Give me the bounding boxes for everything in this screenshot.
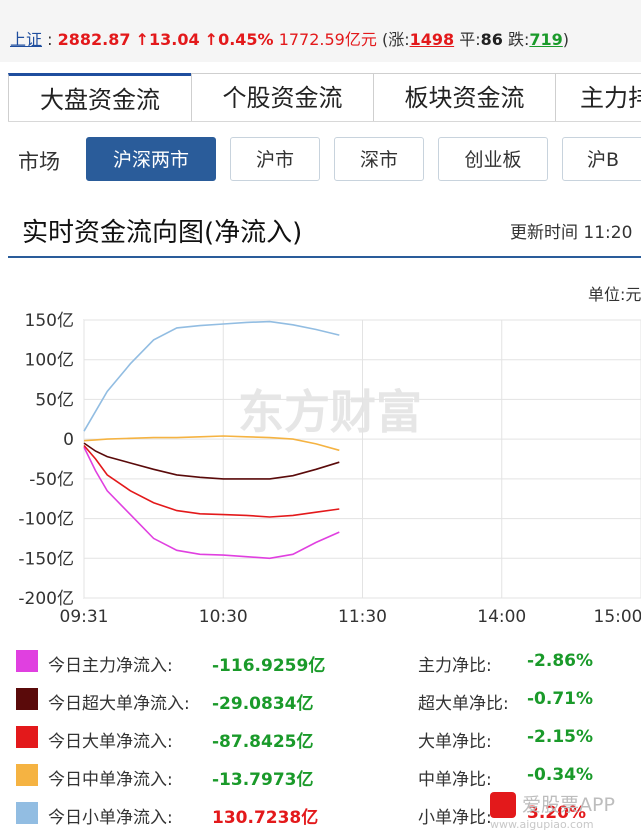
market-option-chinext[interactable]: 创业板 xyxy=(438,137,548,181)
legend-ratio-value: -2.15% xyxy=(527,727,594,747)
y-tick-label: -200亿 xyxy=(18,589,74,609)
down-label: 跌: xyxy=(507,30,530,49)
x-tick-label: 11:30 xyxy=(338,607,387,627)
legend-value: -29.0834亿 xyxy=(212,694,314,714)
legend-label: 今日大单净流入: xyxy=(48,732,173,752)
legend-swatch xyxy=(16,726,38,748)
legend-row: 今日主力净流入: -116.9259亿 主力净比: -2.86% xyxy=(0,646,641,676)
legend-row: 今日大单净流入: -87.8425亿 大单净比: -2.15% xyxy=(0,722,641,752)
tab-stock-flow[interactable]: 个股资金流 xyxy=(191,73,374,121)
y-tick-label: 50亿 xyxy=(35,390,74,410)
chart-grid xyxy=(83,319,641,599)
x-axis: 09:31 10:30 11:30 14:00 15:00 xyxy=(60,607,641,627)
tab-sector-flow[interactable]: 板块资金流 xyxy=(373,73,556,121)
y-tick-label: -150亿 xyxy=(18,549,74,569)
legend-ratio-label: 超大单净比: xyxy=(418,694,509,714)
market-label: 市场 xyxy=(18,150,60,174)
series-line-0 xyxy=(83,446,340,560)
app-watermark: 爱股票APP www.aigupiao.com xyxy=(490,790,641,833)
legend-value: -87.8425亿 xyxy=(212,732,314,752)
index-turnover: 1772.59亿元 xyxy=(278,30,377,49)
ticker-close-paren: ) xyxy=(562,30,570,49)
legend-label: 今日主力净流入: xyxy=(48,656,173,676)
ticker-line: 上证 : 2882.87 ↑13.04 ↑0.45% 1772.59亿元 (涨:… xyxy=(10,26,569,50)
x-tick-label: 14:00 xyxy=(477,607,526,627)
x-tick-label: 10:30 xyxy=(199,607,248,627)
update-label: 更新时间 xyxy=(510,223,578,243)
legend-swatch xyxy=(16,802,38,824)
legend-ratio-value: 3.20% xyxy=(527,803,586,823)
x-tick-label: 09:31 xyxy=(60,607,109,627)
legend-ratio-value: -0.34% xyxy=(527,765,594,785)
legend-row: 今日中单净流入: -13.7973亿 中单净比: -0.34% xyxy=(0,760,641,790)
index-change: ↑13.04 xyxy=(135,30,200,49)
update-time: 更新时间 11:20 xyxy=(510,218,632,243)
legend-ratio-label: 大单净比: xyxy=(418,732,492,752)
y-tick-label: -50亿 xyxy=(29,470,74,490)
legend-value: -116.9259亿 xyxy=(212,656,326,676)
legend-label: 今日小单净流入: xyxy=(48,808,173,828)
legend-ratio-label: 中单净比: xyxy=(418,770,492,790)
y-tick-label: 0 xyxy=(63,430,74,450)
legend-ratio-label: 主力净比: xyxy=(418,656,492,676)
index-change-pct: ↑0.45% xyxy=(204,30,274,49)
x-tick-label: 15:00 xyxy=(594,607,641,627)
legend-ratio-value: -0.71% xyxy=(527,689,594,709)
legend-ratio-label: 小单净比: xyxy=(418,808,492,828)
legend-row: 今日超大单净流入: -29.0834亿 超大单净比: -0.71% xyxy=(0,684,641,714)
index-name-link[interactable]: 上证 xyxy=(10,30,43,49)
flat-label: 平: xyxy=(459,30,481,49)
legend-value: 130.7238亿 xyxy=(212,808,319,828)
legend-swatch xyxy=(16,688,38,710)
main-tabs: 大盘资金流 个股资金流 板块资金流 主力排 xyxy=(8,73,641,122)
section-divider xyxy=(8,256,641,258)
up-count-link[interactable]: 1498 xyxy=(409,30,455,49)
index-price: 2882.87 xyxy=(57,30,131,49)
legend-ratio-value: -2.86% xyxy=(527,651,594,671)
market-option-shb[interactable]: 沪B xyxy=(562,137,641,181)
legend-label: 今日中单净流入: xyxy=(48,770,173,790)
series-line-1 xyxy=(83,442,340,480)
watermark-logo: 东方财富 xyxy=(238,385,422,439)
unit-label: 单位:元 xyxy=(588,285,641,304)
market-option-sz[interactable]: 深市 xyxy=(334,137,424,181)
legend-swatch xyxy=(16,764,38,786)
ticker-colon: : xyxy=(47,30,53,49)
market-option-all[interactable]: 沪深两市 xyxy=(86,137,216,181)
up-label: (涨: xyxy=(381,30,410,49)
y-axis: 150亿 100亿 50亿 0 -50亿 -100亿 -150亿 -200亿 xyxy=(18,311,74,609)
update-value: 11:20 xyxy=(583,223,633,243)
y-tick-label: 150亿 xyxy=(25,311,74,331)
legend-row: 今日小单净流入: 130.7238亿 小单净比: 3.20% xyxy=(0,798,641,828)
market-option-sh[interactable]: 沪市 xyxy=(230,137,320,181)
legend-swatch xyxy=(16,650,38,672)
fund-flow-chart: 东方财富 150亿 100亿 50亿 0 -50亿 -100亿 -150亿 -200亿 09:… xyxy=(18,311,641,627)
flat-count: 86 xyxy=(480,30,503,49)
tab-main-ranking[interactable]: 主力排 xyxy=(555,73,641,121)
app-logo-icon xyxy=(490,792,516,818)
section-title: 实时资金流向图(净流入) xyxy=(22,218,303,248)
legend-value: -13.7973亿 xyxy=(212,770,314,790)
index-ticker: 上证 : 2882.87 ↑13.04 ↑0.45% 1772.59亿元 (涨:… xyxy=(0,0,641,62)
tab-market-flow[interactable]: 大盘资金流 xyxy=(8,73,192,121)
series-line-4 xyxy=(83,320,340,432)
y-tick-label: 100亿 xyxy=(25,351,74,371)
chart-series xyxy=(83,320,340,560)
app-watermark-url: www.aigupiao.com xyxy=(490,818,594,831)
app-watermark-text: 爱股票APP xyxy=(522,794,615,816)
down-count-link[interactable]: 719 xyxy=(529,30,563,49)
series-line-3 xyxy=(83,435,340,452)
series-line-2 xyxy=(83,444,340,518)
y-tick-label: -100亿 xyxy=(18,510,74,530)
legend-label: 今日超大单净流入: xyxy=(48,694,190,714)
